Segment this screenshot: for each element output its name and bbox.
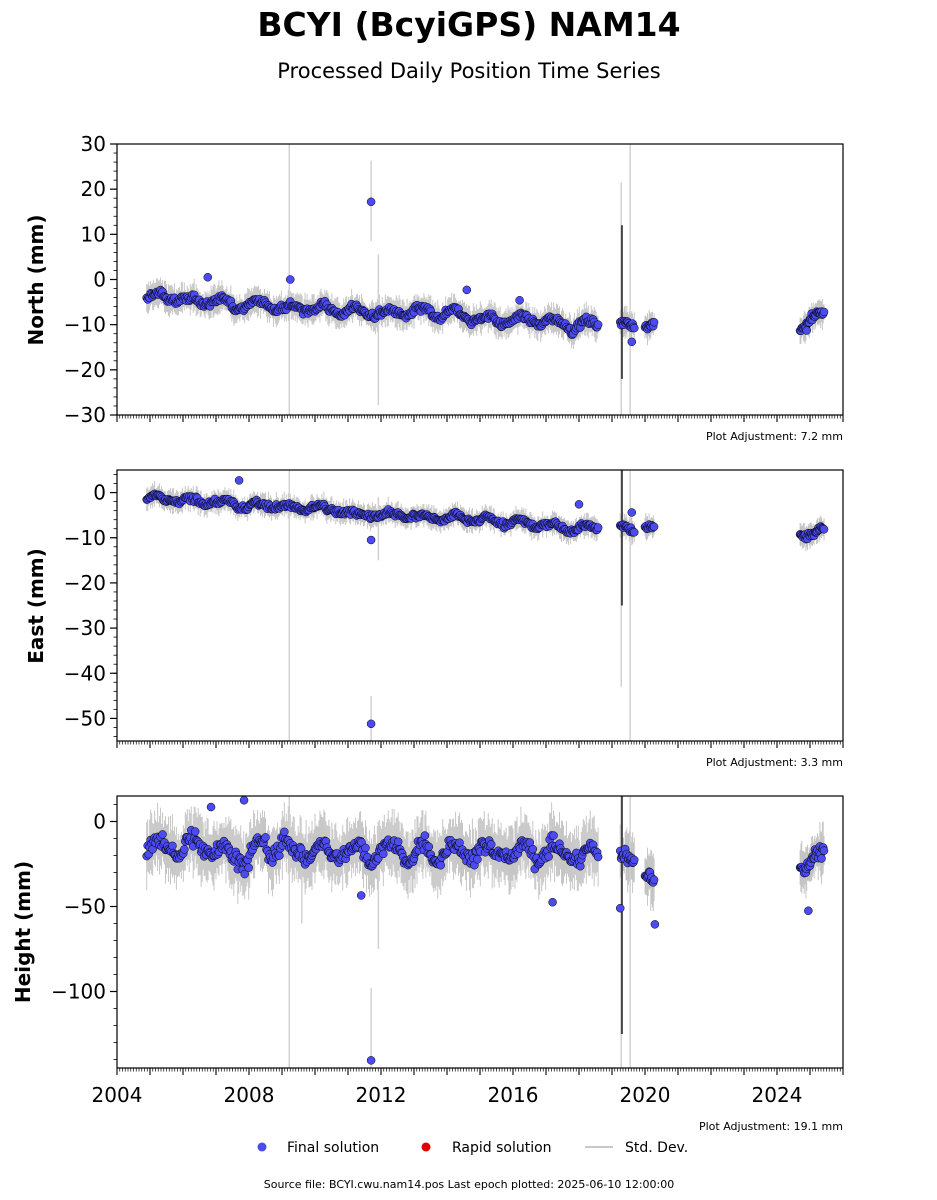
legend-rapid-marker — [421, 1142, 431, 1152]
height-outlier-point — [804, 906, 813, 915]
height-x-tick-label: 2024 — [752, 1083, 803, 1107]
height-data-point — [817, 854, 826, 863]
height-x-tick-label: 2012 — [356, 1083, 407, 1107]
legend-final-label: Final solution — [287, 1140, 379, 1156]
height-data-point — [280, 827, 289, 837]
north-data-point — [819, 307, 829, 317]
north-plot-area — [142, 144, 829, 415]
height-outlier-point — [650, 920, 660, 929]
east-data-point — [819, 525, 829, 534]
legend: Final solution Rapid solution Std. Dev. — [257, 1140, 688, 1156]
height-data-point — [275, 851, 284, 860]
north-y-tick-label: −30 — [64, 403, 106, 427]
north-panel: North (mm) Plot Adjustment: 7.2 mm 30 20 1… — [24, 132, 844, 443]
height-outlier-point — [548, 898, 557, 907]
east-data-point — [593, 523, 603, 532]
height-data-point — [261, 833, 270, 842]
east-outlier-point — [234, 476, 244, 485]
height-data-point — [549, 831, 558, 840]
height-data-point — [424, 842, 434, 851]
north-outlier-point — [286, 275, 295, 284]
source-footer: Source file: BCYI.cwu.nam14.pos Last epo… — [264, 1178, 675, 1191]
north-data-point — [593, 320, 603, 329]
east-data-point — [630, 528, 639, 537]
north-y-tick-label: 0 — [93, 268, 106, 292]
height-data-point — [420, 831, 430, 840]
north-outlier-point — [203, 272, 212, 282]
east-data-point — [649, 522, 659, 532]
height-data-point — [180, 845, 189, 854]
height-data-point — [168, 841, 177, 851]
height-data-point — [436, 861, 445, 870]
north-y-tick-label: 20 — [81, 177, 106, 201]
north-y-tick-label: −20 — [64, 358, 106, 382]
east-y-tick-label: 0 — [93, 481, 106, 505]
north-plot-adjustment: Plot Adjustment: 7.2 mm — [706, 430, 843, 443]
height-data-point — [379, 849, 388, 859]
height-data-point — [528, 844, 538, 854]
height-data-point — [473, 855, 482, 864]
east-y-tick-label: −40 — [64, 661, 106, 685]
height-outlier-point — [206, 802, 216, 812]
height-data-point — [393, 837, 403, 847]
height-x-tick-label: 2020 — [620, 1083, 671, 1107]
east-plot-adjustment: Plot Adjustment: 3.3 mm — [706, 756, 843, 769]
north-outlier-point — [802, 326, 811, 335]
east-y-tick-label: −20 — [64, 571, 106, 595]
east-outlier-point — [366, 535, 376, 545]
figure-subtitle: Processed Daily Position Time Series — [277, 59, 661, 83]
height-panel: Height (mm) Plot Adjustment: 19.1 mm 0 −5… — [11, 795, 844, 1133]
height-outlier-point — [616, 903, 625, 913]
east-plot-area — [142, 470, 829, 741]
height-data-point — [486, 840, 496, 849]
north-y-axis-label: North (mm) — [24, 214, 48, 345]
east-y-tick-label: −10 — [64, 526, 106, 550]
east-outlier-point — [627, 508, 637, 517]
north-outlier-point — [515, 296, 524, 305]
height-outlier-point — [356, 891, 366, 900]
height-data-point — [190, 827, 200, 836]
height-data-point — [361, 843, 370, 853]
north-y-tick-label: 10 — [81, 222, 106, 246]
figure-title: BCYI (BcyiGPS) NAM14 — [257, 5, 680, 44]
legend-rapid-label: Rapid solution — [452, 1140, 552, 1156]
height-data-point — [593, 852, 603, 862]
height-x-tick-label: 2004 — [92, 1083, 143, 1107]
north-outlier-point — [462, 285, 472, 295]
height-y-tick-label: −50 — [64, 895, 106, 919]
east-outlier-point — [574, 500, 584, 509]
height-data-point — [544, 852, 553, 861]
north-outlier-point — [627, 337, 637, 347]
legend-stddev-label: Std. Dev. — [625, 1140, 688, 1156]
height-data-point — [819, 846, 829, 855]
height-plot-area — [142, 796, 829, 1068]
height-data-point — [158, 830, 167, 839]
east-outlier-point — [366, 719, 376, 729]
north-y-tick-label: 30 — [81, 132, 106, 156]
height-x-tick-label: 2016 — [488, 1083, 539, 1107]
height-plot-adjustment: Plot Adjustment: 19.1 mm — [699, 1120, 843, 1133]
east-y-axis-label: East (mm) — [24, 548, 48, 664]
height-y-tick-label: 0 — [93, 810, 106, 834]
north-data-point — [630, 323, 639, 333]
height-outlier-point — [366, 1056, 376, 1065]
legend-final-marker — [257, 1142, 267, 1152]
height-y-axis-label: Height (mm) — [11, 861, 35, 1003]
height-data-point — [244, 863, 253, 872]
north-y-tick-label: −10 — [64, 313, 106, 337]
height-data-point — [240, 869, 249, 879]
height-data-point — [630, 855, 639, 865]
height-x-tick-label: 2008 — [224, 1083, 275, 1107]
east-y-tick-label: −50 — [64, 706, 106, 730]
east-y-tick-label: −30 — [64, 616, 106, 640]
height-outlier-point — [239, 796, 249, 805]
east-panel: East (mm) Plot Adjustment: 3.3 mm 0 −10 −2… — [24, 469, 844, 769]
north-data-point — [649, 317, 659, 327]
height-data-point — [649, 875, 659, 885]
north-outlier-point — [366, 197, 376, 207]
height-y-tick-label: −100 — [51, 980, 106, 1004]
